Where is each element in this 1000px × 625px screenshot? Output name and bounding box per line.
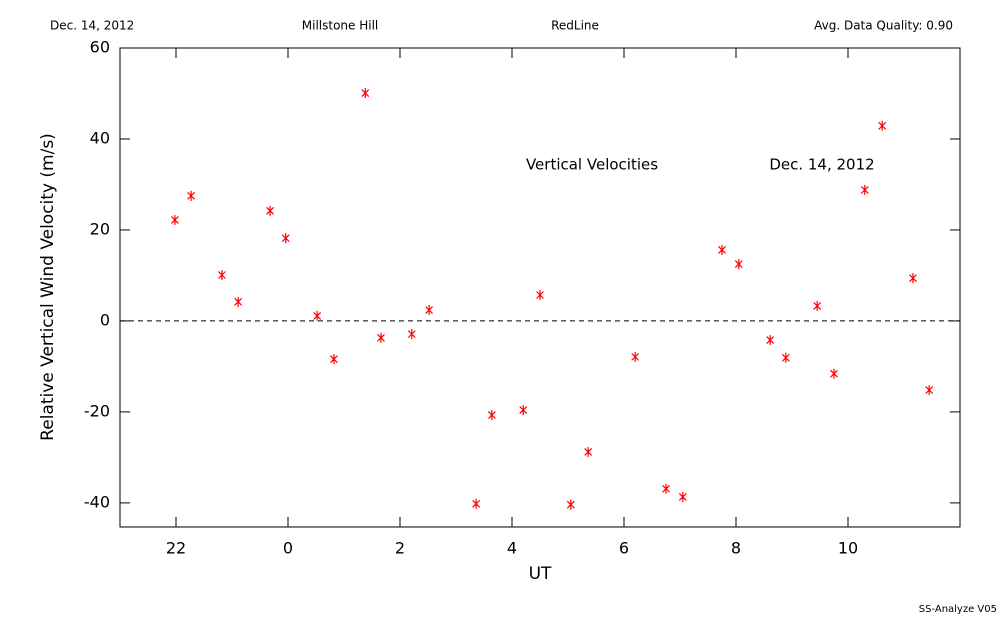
data-point	[662, 483, 670, 494]
annotation: Dec. 14, 2012	[769, 156, 874, 174]
y-tick-label: -40	[84, 492, 110, 511]
data-point	[407, 329, 416, 340]
x-tick-label: 8	[731, 539, 741, 558]
data-point	[425, 305, 434, 316]
footer: SS-Analyze V05	[919, 604, 997, 615]
data-point	[584, 446, 593, 457]
data-point	[170, 214, 179, 225]
data-point	[313, 310, 322, 321]
data-point	[536, 290, 544, 301]
x-tick-label: 22	[166, 539, 186, 558]
x-tick-label: 0	[283, 539, 293, 558]
data-point	[361, 88, 370, 99]
data-point	[878, 120, 887, 131]
data-point	[925, 385, 934, 396]
data-point	[813, 300, 822, 311]
data-point	[631, 351, 640, 362]
x-axis-label: UT	[529, 564, 552, 584]
data-point	[329, 354, 338, 365]
header-quality: Avg. Data Quality: 0.90	[814, 19, 953, 33]
x-tick-label: 10	[838, 539, 858, 558]
data-point	[678, 491, 687, 502]
x-tick-label: 4	[507, 539, 517, 558]
data-point	[909, 273, 917, 284]
data-point	[187, 190, 196, 201]
x-tick-label: 2	[395, 539, 405, 558]
data-point	[566, 499, 575, 510]
y-tick-label: 40	[90, 128, 110, 147]
data-point	[830, 368, 838, 379]
x-tick-label: 6	[619, 539, 629, 558]
data-point	[266, 205, 275, 216]
y-axis-label: Relative Vertical Wind Velocity (m/s)	[38, 133, 58, 441]
header-site: Millstone Hill	[302, 19, 378, 33]
data-point	[718, 244, 726, 255]
data-point	[860, 184, 869, 195]
data-point	[234, 296, 243, 307]
data-point	[519, 405, 528, 416]
y-tick-label: -20	[84, 401, 110, 420]
data-point	[781, 352, 790, 363]
data-point	[281, 233, 290, 244]
data-point	[472, 498, 481, 509]
y-tick-label: 0	[100, 310, 110, 329]
data-point	[217, 269, 226, 280]
plot-frame	[119, 47, 961, 528]
header-instrument: RedLine	[551, 19, 599, 33]
data-point	[377, 332, 385, 343]
data-point	[766, 335, 775, 346]
y-tick-label: 60	[90, 38, 110, 57]
data-point	[734, 259, 743, 270]
annotation: Vertical Velocities	[526, 156, 658, 174]
header-date: Dec. 14, 2012	[50, 19, 134, 33]
y-tick-label: 20	[90, 219, 110, 238]
data-point	[487, 410, 496, 421]
